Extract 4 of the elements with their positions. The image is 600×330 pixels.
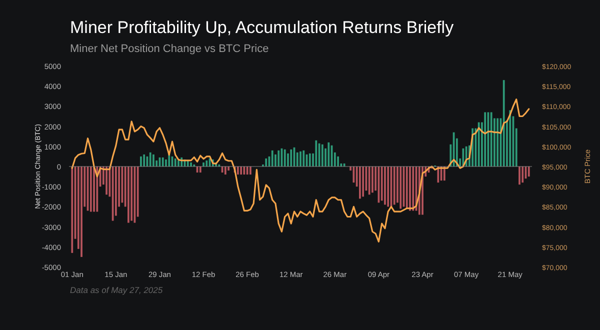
chart-title: Miner Profitability Up, Accumulation Returns Briefly: [70, 18, 454, 37]
text: Data as of May 27, 2025: [70, 285, 163, 295]
line-series: [71, 98, 530, 242]
chart-subtitle: Miner Net Position Change vs BTC Price: [70, 43, 269, 55]
